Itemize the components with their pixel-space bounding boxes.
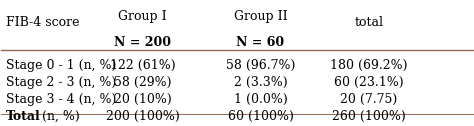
Text: 60 (23.1%): 60 (23.1%) — [334, 76, 404, 89]
Text: FIB-4 score: FIB-4 score — [6, 16, 80, 29]
Text: Total: Total — [6, 110, 41, 123]
Text: 260 (100%): 260 (100%) — [332, 110, 406, 123]
Text: Stage 0 - 1 (n, %): Stage 0 - 1 (n, %) — [6, 59, 117, 72]
Text: 20 (7.75): 20 (7.75) — [340, 93, 398, 106]
Text: (n, %): (n, %) — [37, 110, 80, 123]
Text: Group II: Group II — [234, 10, 287, 23]
Text: 58 (29%): 58 (29%) — [114, 76, 172, 89]
Text: N = 60: N = 60 — [237, 36, 284, 49]
Text: 122 (61%): 122 (61%) — [110, 59, 175, 72]
Text: 58 (96.7%): 58 (96.7%) — [226, 59, 295, 72]
Text: 180 (69.2%): 180 (69.2%) — [330, 59, 408, 72]
Text: total: total — [355, 16, 383, 29]
Text: Stage 2 - 3 (n, %): Stage 2 - 3 (n, %) — [6, 76, 116, 89]
Text: N = 200: N = 200 — [114, 36, 171, 49]
Text: 2 (3.3%): 2 (3.3%) — [234, 76, 287, 89]
Text: Group I: Group I — [118, 10, 167, 23]
Text: 1 (0.0%): 1 (0.0%) — [234, 93, 287, 106]
Text: Stage 3 - 4 (n, %): Stage 3 - 4 (n, %) — [6, 93, 117, 106]
Text: 60 (100%): 60 (100%) — [228, 110, 293, 123]
Text: 200 (100%): 200 (100%) — [106, 110, 180, 123]
Text: 20 (10%): 20 (10%) — [114, 93, 172, 106]
